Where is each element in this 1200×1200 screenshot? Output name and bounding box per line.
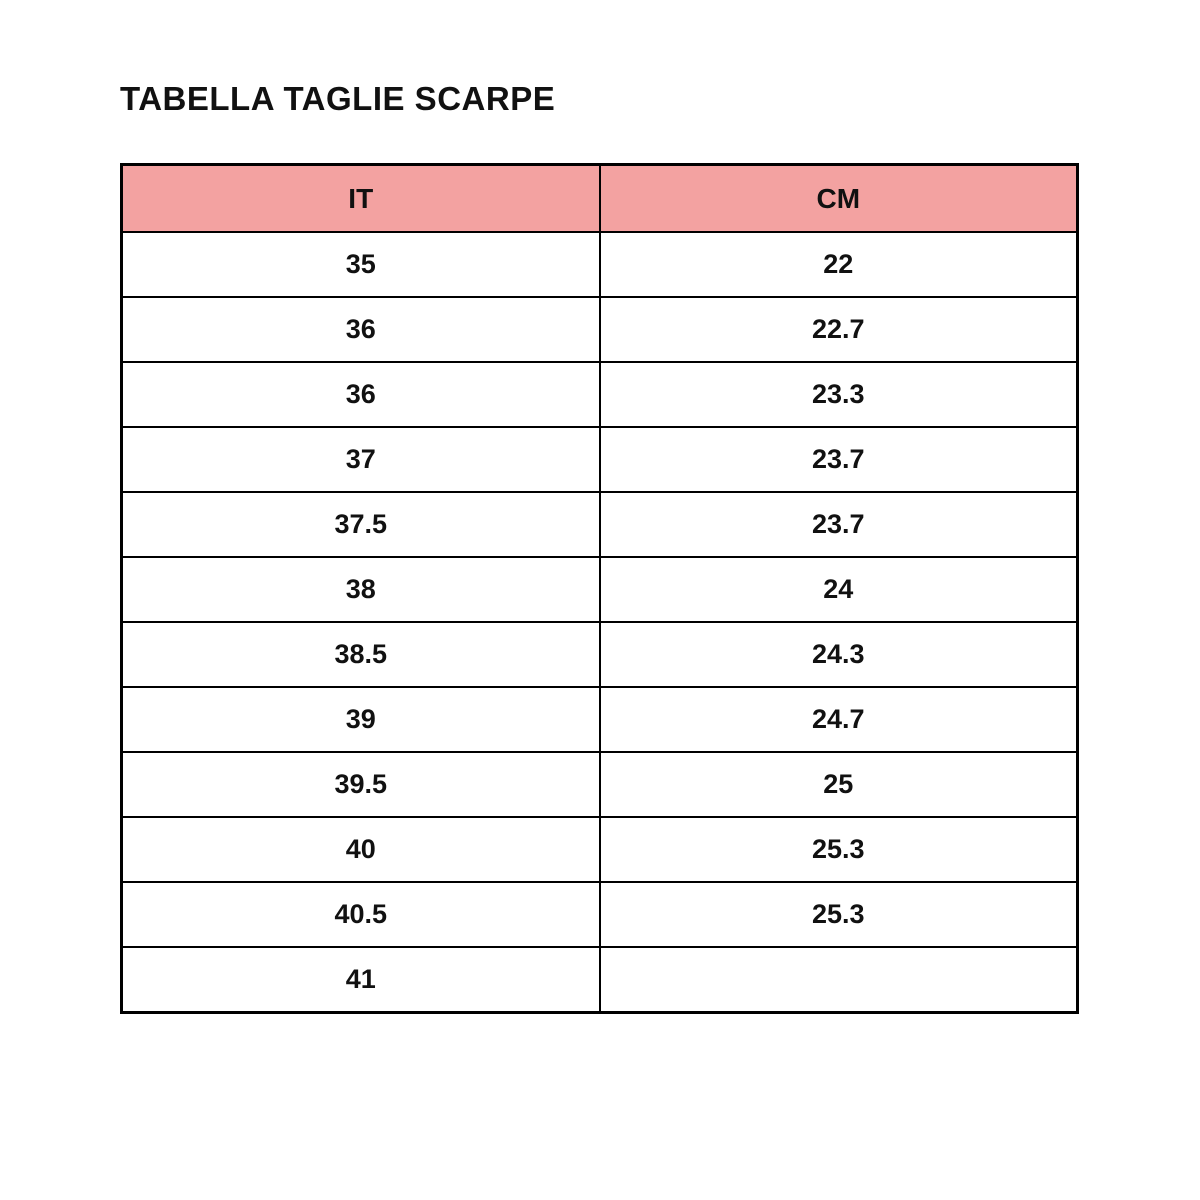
cell-it: 37 [120,426,601,493]
cell-it: 37.5 [120,491,601,558]
cell-cm: 25 [598,751,1079,818]
table-row: 38 24 [120,556,1079,623]
cell-cm: 23.7 [598,426,1079,493]
cell-it: 35 [120,231,601,298]
size-table-body: 35 22 36 22.7 36 23.3 37 23.7 37.5 23.7 … [120,231,1079,1014]
table-row: 41 [120,946,1079,1014]
table-row: 35 22 [120,231,1079,298]
table-row: 39.5 25 [120,751,1079,818]
table-row: 37.5 23.7 [120,491,1079,558]
cell-it: 40 [120,816,601,883]
header-cell-cm: CM [598,163,1079,233]
cell-it: 36 [120,296,601,363]
table-row: 40.5 25.3 [120,881,1079,948]
header-cell-it: IT [120,163,601,233]
cell-it: 41 [120,946,601,1014]
cell-it: 38 [120,556,601,623]
cell-cm: 22.7 [598,296,1079,363]
cell-cm: 25.3 [598,881,1079,948]
cell-cm: 24 [598,556,1079,623]
cell-it: 39 [120,686,601,753]
cell-cm: 24.7 [598,686,1079,753]
table-row: 37 23.7 [120,426,1079,493]
table-row: 36 23.3 [120,361,1079,428]
cell-cm: 25.3 [598,816,1079,883]
table-row: 39 24.7 [120,686,1079,753]
cell-cm: 24.3 [598,621,1079,688]
size-table: IT CM 35 22 36 22.7 36 23.3 37 23.7 37.5… [120,163,1079,1014]
cell-cm: 23.3 [598,361,1079,428]
cell-cm: 23.7 [598,491,1079,558]
cell-cm: 22 [598,231,1079,298]
page-title: TABELLA TAGLIE SCARPE [120,80,556,117]
cell-it: 38.5 [120,621,601,688]
header-row: IT CM [120,163,1079,233]
cell-it: 36 [120,361,601,428]
table-row: 40 25.3 [120,816,1079,883]
size-table-header: IT CM [120,163,1079,233]
cell-it: 40.5 [120,881,601,948]
cell-it: 39.5 [120,751,601,818]
table-row: 36 22.7 [120,296,1079,363]
cell-cm [598,946,1079,1014]
table-row: 38.5 24.3 [120,621,1079,688]
